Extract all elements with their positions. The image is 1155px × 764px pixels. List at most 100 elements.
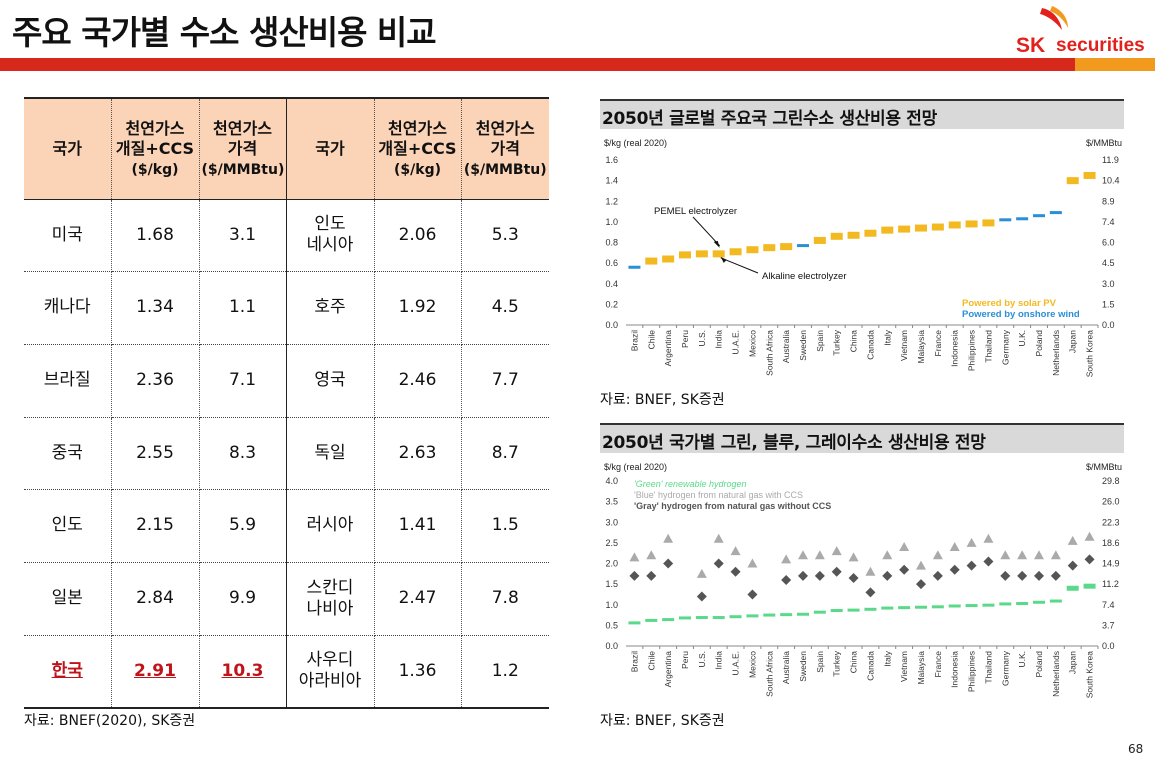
gray-marker-brazil [629, 570, 640, 581]
green-marker-japan [1066, 585, 1079, 591]
gray-marker-uk [1017, 570, 1028, 581]
y-tick-label: 1.0 [605, 217, 618, 227]
green-marker-brazil [628, 621, 641, 625]
green-marker-mexico [746, 614, 759, 618]
y-tick-label: 0.4 [605, 279, 618, 289]
x-tick-label: Australia [781, 330, 791, 363]
bar-marker-philippines [965, 220, 978, 228]
x-tick-label: Mexico [747, 651, 757, 678]
green-marker-uae [729, 615, 742, 619]
x-tick-label: Canada [865, 651, 875, 681]
gas-price-cell: 1.1 [199, 271, 287, 345]
gas-price-cell: 3.1 [199, 199, 287, 273]
smr-cost-cell: 2.91 [111, 635, 200, 709]
gas-price-cell: 10.3 [199, 635, 287, 709]
gas-price-cell: 1.2 [461, 635, 549, 709]
smr-cost-cell: 1.92 [374, 271, 462, 345]
blue-marker-spain [814, 550, 825, 560]
y-tick-label: 1.5 [605, 579, 618, 589]
green-marker-peru [679, 616, 691, 620]
blue-marker-india [713, 533, 724, 543]
gas-price-cell: 8.7 [461, 417, 549, 491]
blue-marker-australia [781, 554, 792, 564]
gray-marker-mexico [747, 589, 758, 600]
gray-marker-france [932, 570, 943, 581]
annotation-arrow [692, 216, 721, 247]
page-number: 68 [1128, 742, 1144, 756]
x-tick-label: Brazil [629, 651, 639, 672]
y-tick-label: 0.5 [605, 620, 618, 630]
green-marker-sweden [797, 612, 809, 616]
bar-marker-mexico [746, 246, 759, 254]
y2-tick-label: 0.0 [1102, 641, 1115, 651]
chart1-source: 자료: BNEF, SK증권 [600, 392, 725, 408]
green-marker-philippines [965, 604, 978, 608]
annotation-pemel: PEMEL electrolyzer [654, 206, 737, 217]
gray-marker-china [848, 572, 859, 583]
bar-marker-canada [864, 229, 877, 237]
gray-marker-uae [730, 566, 741, 577]
x-tick-label: Argentina [663, 330, 673, 367]
header-country-2: 국가 [286, 97, 375, 200]
y2-tick-label: 4.5 [1102, 258, 1115, 268]
y2-tick-label: 8.9 [1102, 196, 1115, 206]
y2-tick-label: 3.0 [1102, 279, 1115, 289]
green-marker-france [931, 605, 944, 609]
y-tick-label: 0.0 [605, 320, 618, 330]
gray-marker-malaysia [916, 579, 926, 590]
y-tick-label: 3.5 [605, 497, 618, 507]
y-tick-label: 1.2 [605, 196, 618, 206]
blue-marker-argentina [663, 533, 674, 543]
annotation-arrowhead [720, 256, 727, 263]
country-cell: 일본 [24, 562, 112, 636]
blue-marker-netherlands [1050, 550, 1061, 560]
x-tick-label: Poland [1034, 330, 1044, 357]
y-tick-label: 0.8 [605, 238, 618, 248]
annotation-arrowhead [713, 240, 720, 248]
bar-marker-us [695, 250, 708, 258]
x-tick-label: South Africa [764, 330, 774, 376]
green-marker-canada [864, 607, 877, 611]
x-tick-label: Germany [1000, 329, 1010, 365]
y2-tick-label: 22.3 [1102, 517, 1120, 527]
x-tick-label: Japan [1068, 651, 1078, 674]
y-tick-label: 2.0 [605, 559, 618, 569]
gas-price-cell: 7.8 [461, 562, 549, 636]
x-tick-label: South Korea [1085, 651, 1095, 699]
green-marker-italy [881, 606, 894, 610]
bar-marker-sweden [797, 244, 809, 248]
gray-marker-southkorea [1084, 554, 1095, 565]
gray-marker-sweden [798, 570, 808, 581]
y2-tick-label: 11.9 [1102, 155, 1119, 165]
gray-marker-india [713, 558, 724, 569]
country-cell: 중국 [24, 417, 112, 491]
x-tick-label: Philippines [967, 330, 977, 371]
title-bar-orange [1075, 58, 1155, 71]
x-tick-label: Brazil [629, 330, 639, 351]
green-marker-indonesia [948, 604, 961, 608]
gas-price-cell: 5.3 [461, 199, 549, 273]
x-tick-label: Sweden [798, 330, 808, 361]
smr-cost-cell: 2.15 [111, 489, 200, 563]
table-row: 인도 2.15 5.9 러시아 1.41 1.5 [24, 489, 549, 563]
chart2-title: 2050년 국가별 그린, 블루, 그레이수소 생산비용 전망 [600, 423, 1124, 453]
x-tick-label: Malaysia [916, 651, 926, 685]
bar-marker-netherlands [1049, 211, 1062, 215]
smr-cost-cell: 2.55 [111, 417, 200, 491]
x-tick-label: U.S. [697, 330, 707, 347]
table-row: 캐나다 1.34 1.1 호주 1.92 4.5 [24, 271, 549, 345]
green-marker-uk [1016, 602, 1029, 606]
x-tick-label: South Korea [1085, 330, 1095, 378]
x-tick-label: Thailand [983, 651, 993, 684]
x-tick-label: Canada [865, 330, 875, 360]
annotation-alkaline: Alkaline electrolyzer [762, 271, 846, 282]
country-cell: 사우디 아라비아 [286, 635, 375, 709]
bar-marker-thailand [982, 219, 995, 227]
smr-cost-cell: 1.34 [111, 271, 200, 345]
country-cell: 독일 [286, 417, 375, 491]
blue-marker-philippines [966, 537, 977, 547]
green-marker-southafrica [763, 613, 776, 617]
blue-marker-germany [1000, 550, 1011, 560]
x-tick-label: Turkey [832, 650, 842, 676]
gas-price-cell: 1.5 [461, 489, 549, 563]
